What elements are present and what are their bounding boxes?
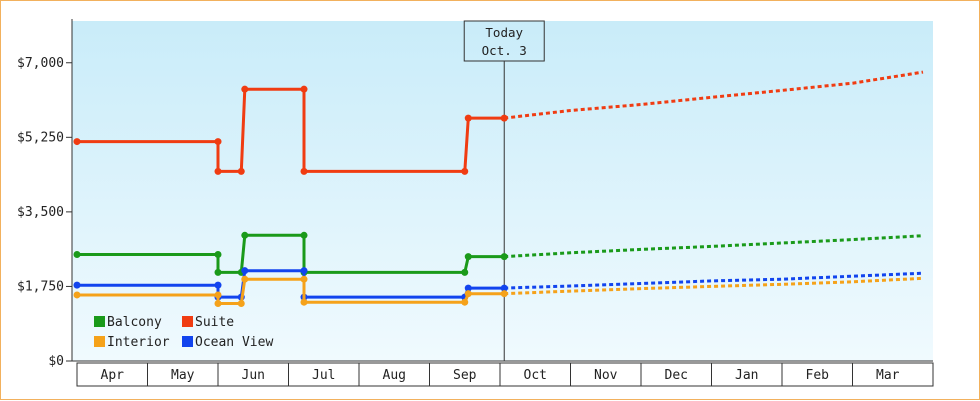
data-point-balcony	[214, 250, 222, 258]
data-point-suite	[73, 138, 81, 146]
y-tick-label: $1,750	[17, 279, 64, 294]
series-forecast-balcony	[504, 234, 924, 259]
data-point-suite	[461, 167, 469, 175]
series-line-interior	[77, 277, 505, 305]
legend-item-interior: Interior	[94, 335, 170, 350]
y-axis: $0 $1,750 $3,500 $5,250 $7,000	[17, 19, 933, 369]
data-point-interior	[500, 290, 508, 298]
data-point-ocean-view	[214, 281, 222, 289]
data-point-ocean-view	[73, 281, 81, 289]
y-tick-label: $0	[48, 354, 64, 369]
series-forecast-suite	[504, 70, 924, 120]
data-point-interior	[300, 275, 308, 283]
data-point-interior	[73, 291, 81, 299]
month-label-may: May	[171, 368, 195, 383]
data-point-balcony	[73, 250, 81, 258]
legend-swatch	[182, 336, 193, 347]
data-point-suite	[500, 114, 508, 122]
data-point-balcony	[214, 268, 222, 276]
data-point-ocean-view	[300, 267, 308, 275]
data-point-interior	[241, 275, 249, 283]
legend-swatch	[182, 316, 193, 327]
y-tick-label: $7,000	[17, 56, 64, 71]
legend-label: Suite	[195, 315, 234, 330]
today-date: Oct. 3	[482, 43, 527, 58]
legend-item-ocean-view: Ocean View	[182, 335, 273, 350]
data-point-suite	[214, 138, 222, 146]
legend-swatch	[94, 316, 105, 327]
month-label-aug: Aug	[383, 368, 406, 383]
data-point-interior	[237, 299, 245, 307]
today-label: Today	[485, 25, 523, 40]
plot-area	[72, 21, 933, 361]
month-label-nov: Nov	[594, 368, 618, 383]
month-label-jun: Jun	[242, 368, 265, 383]
data-point-ocean-view	[464, 284, 472, 292]
data-point-balcony	[461, 268, 469, 276]
data-point-balcony	[464, 253, 472, 261]
month-strip	[76, 362, 934, 387]
month-label-dec: Dec	[665, 368, 688, 383]
legend-swatch	[94, 336, 105, 347]
data-point-interior	[461, 298, 469, 306]
legend-label: Balcony	[107, 315, 162, 330]
data-point-balcony	[500, 253, 508, 261]
data-point-suite	[237, 167, 245, 175]
data-point-interior	[300, 298, 308, 306]
legend: Balcony Suite Interior Ocean View	[94, 315, 273, 350]
legend-label: Interior	[107, 335, 170, 350]
data-point-suite	[214, 167, 222, 175]
today-box	[463, 20, 545, 62]
data-point-suite	[300, 85, 308, 93]
series-forecast-ocean-view	[504, 271, 924, 290]
data-point-balcony	[300, 231, 308, 239]
data-point-ocean-view	[241, 267, 249, 275]
data-point-interior	[464, 290, 472, 298]
data-point-suite	[300, 167, 308, 175]
legend-item-balcony: Balcony	[94, 315, 162, 330]
month-label-sep: Sep	[453, 368, 477, 383]
month-label-oct: Oct	[524, 368, 547, 383]
legend-label: Ocean View	[195, 335, 273, 350]
series-line-suite	[77, 87, 505, 173]
data-point-balcony	[241, 231, 249, 239]
series-group	[73, 70, 924, 307]
month-label-feb: Feb	[806, 368, 830, 383]
data-point-suite	[241, 85, 249, 93]
month-label-jan: Jan	[735, 368, 758, 383]
data-point-suite	[464, 114, 472, 122]
today-marker: Today Oct. 3	[463, 20, 545, 361]
series-forecast-interior	[504, 276, 924, 296]
data-point-interior	[214, 291, 222, 299]
data-point-interior	[214, 299, 222, 307]
data-point-ocean-view	[500, 284, 508, 292]
month-label-mar: Mar	[876, 368, 900, 383]
month-label-jul: Jul	[312, 368, 335, 383]
series-line-balcony	[77, 233, 505, 274]
legend-item-suite: Suite	[182, 315, 234, 330]
y-tick-label: $5,250	[17, 130, 64, 145]
y-tick-label: $3,500	[17, 205, 64, 220]
month-label-apr: Apr	[101, 368, 125, 383]
x-axis: Apr May Jun Jul Aug Sep Oct Nov Dec Jan Feb Mar	[76, 362, 934, 387]
